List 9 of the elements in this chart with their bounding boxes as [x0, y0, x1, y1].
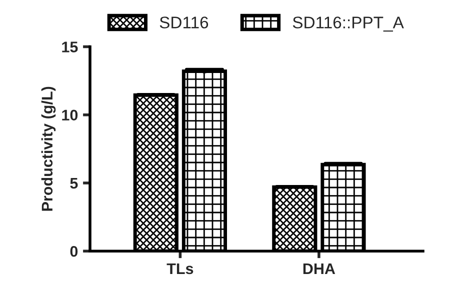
- legend-label: SD116: [160, 16, 208, 28]
- x-tick-label: TLs: [166, 263, 194, 274]
- y-tick-label: 0: [70, 246, 78, 257]
- legend-label: SD116::PPT_A: [292, 16, 404, 32]
- y-tick-label: 15: [62, 42, 78, 52]
- y-tick-label: 10: [62, 110, 78, 121]
- x-tick-label: DHA: [303, 263, 336, 274]
- y-axis-title: Productivity (g/L): [41, 86, 56, 211]
- y-tick-label: 5: [70, 178, 78, 189]
